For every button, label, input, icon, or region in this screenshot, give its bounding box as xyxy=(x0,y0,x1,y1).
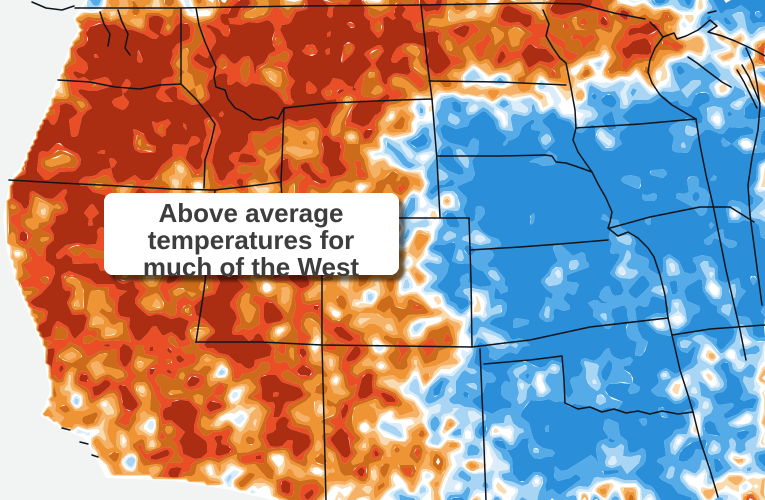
svg-text:Above average: Above average xyxy=(159,198,344,228)
svg-text:much of the West: much of the West xyxy=(143,252,360,282)
svg-text:temperatures for: temperatures for xyxy=(148,225,355,255)
